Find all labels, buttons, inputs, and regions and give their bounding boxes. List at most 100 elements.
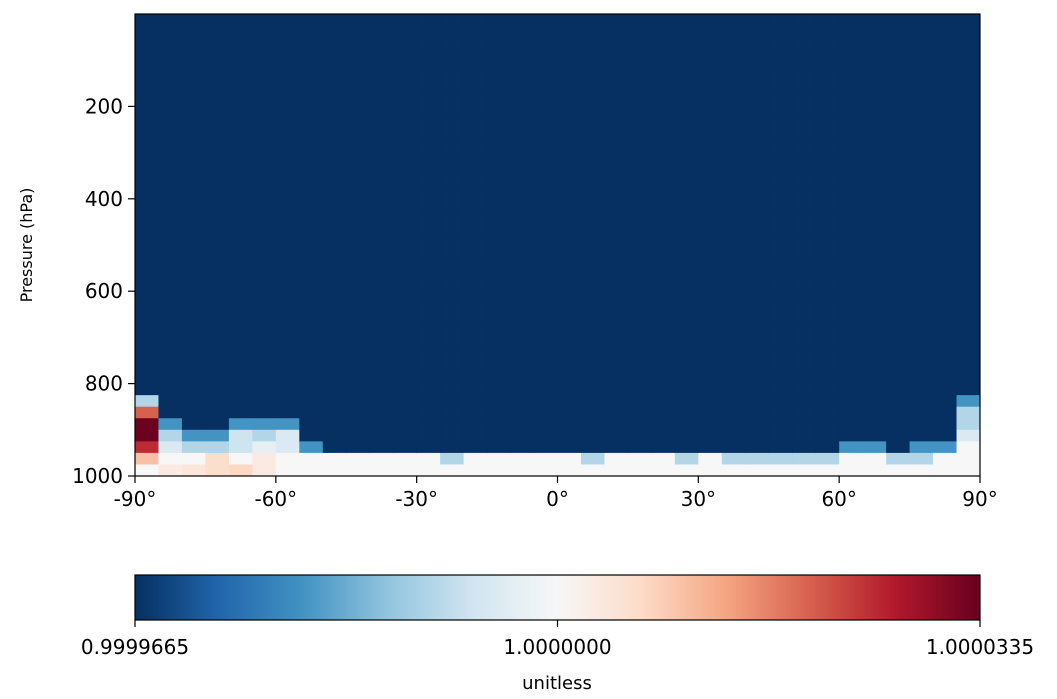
- heatmap-cell: [651, 141, 676, 154]
- heatmap-cell: [135, 452, 160, 466]
- heatmap-cell: [604, 452, 629, 466]
- heatmap-cell: [252, 372, 277, 385]
- heatmap-cell: [158, 210, 183, 223]
- heatmap-cell: [580, 337, 606, 350]
- heatmap-cell: [604, 71, 629, 84]
- heatmap-cell: [346, 152, 371, 165]
- heatmap-cell: [698, 360, 723, 373]
- heatmap-cell: [839, 83, 864, 96]
- heatmap-cell: [580, 406, 606, 419]
- heatmap-cell: [792, 233, 817, 246]
- heatmap-cell: [909, 14, 934, 27]
- colorbar-label: unitless: [522, 673, 592, 694]
- heatmap-cell: [369, 429, 394, 442]
- heatmap-cell: [416, 441, 441, 454]
- heatmap-cell: [534, 314, 559, 327]
- heatmap-cell: [393, 129, 418, 142]
- heatmap-cell: [604, 464, 629, 476]
- heatmap-cell: [205, 221, 230, 235]
- heatmap-cell: [369, 256, 394, 269]
- heatmap-cell: [346, 383, 371, 396]
- heatmap-cell: [768, 256, 793, 269]
- heatmap-cell: [228, 256, 253, 269]
- heatmap-cell: [510, 245, 535, 258]
- heatmap-cell: [956, 106, 980, 119]
- heatmap-cell: [839, 406, 864, 419]
- heatmap-cell: [721, 210, 746, 223]
- heatmap-cell: [674, 117, 699, 131]
- heatmap-cell: [674, 198, 699, 211]
- heatmap-cell: [580, 210, 606, 223]
- heatmap-cell: [862, 291, 887, 304]
- heatmap-cell: [252, 383, 277, 396]
- heatmap-cell: [393, 141, 418, 154]
- heatmap-cell: [440, 406, 465, 419]
- heatmap-cell: [393, 25, 418, 38]
- heatmap-cell: [604, 418, 629, 431]
- heatmap-cell: [463, 279, 488, 292]
- heatmap-cell: [862, 233, 887, 246]
- heatmap-cell: [862, 14, 887, 27]
- heatmap-cell: [275, 256, 300, 269]
- heatmap-cell: [580, 94, 606, 107]
- heatmap-cell: [205, 291, 230, 304]
- heatmap-cell: [745, 418, 770, 431]
- heatmap-cell: [534, 210, 559, 223]
- heatmap-cell: [510, 48, 535, 61]
- heatmap-cell: [346, 83, 371, 96]
- heatmap-cell: [510, 256, 535, 269]
- heatmap-cell: [557, 302, 582, 315]
- heatmap-cell: [674, 406, 699, 419]
- heatmap-cell: [369, 268, 394, 281]
- heatmap-cell: [228, 71, 253, 84]
- heatmap-cell: [698, 48, 723, 61]
- heatmap-cell: [299, 60, 324, 73]
- heatmap-cell: [792, 152, 817, 165]
- heatmap-cell: [557, 187, 582, 200]
- heatmap-cell: [768, 175, 793, 188]
- heatmap-cell: [604, 210, 629, 223]
- heatmap-cell: [181, 441, 207, 454]
- heatmap-cell: [698, 302, 723, 315]
- heatmap-cell: [487, 152, 512, 165]
- heatmap-cell: [768, 233, 793, 246]
- heatmap-cell: [651, 348, 676, 362]
- heatmap-cell: [580, 418, 606, 431]
- heatmap-cell: [299, 175, 324, 188]
- heatmap-cell: [651, 117, 676, 131]
- heatmap-cell: [557, 418, 582, 431]
- heatmap-cell: [487, 302, 512, 315]
- heatmap-cell: [487, 360, 512, 373]
- heatmap-cell: [862, 452, 887, 466]
- heatmap-cell: [135, 141, 160, 154]
- heatmap-cell: [393, 198, 418, 211]
- heatmap-cell: [416, 337, 441, 350]
- heatmap-cell: [580, 464, 606, 476]
- heatmap-cell: [322, 268, 347, 281]
- heatmap-cell: [580, 48, 606, 61]
- heatmap-cell: [299, 106, 324, 119]
- heatmap-cell: [205, 337, 230, 350]
- heatmap-cell: [862, 245, 887, 258]
- heatmap-cell: [698, 418, 723, 431]
- heatmap-cell: [346, 198, 371, 211]
- heatmap-cell: [721, 406, 746, 419]
- heatmap-cell: [862, 418, 887, 431]
- heatmap-cell: [721, 291, 746, 304]
- heatmap-cell: [252, 187, 277, 200]
- heatmap-cell: [440, 337, 465, 350]
- heatmap-cell: [463, 221, 488, 235]
- heatmap-cell: [933, 452, 958, 466]
- heatmap-cell: [627, 210, 652, 223]
- heatmap-cell: [534, 441, 559, 454]
- heatmap-cell: [698, 314, 723, 327]
- heatmap-cell: [393, 117, 418, 131]
- heatmap-cell: [299, 117, 324, 131]
- heatmap-cell: [228, 210, 253, 223]
- heatmap-cell: [346, 60, 371, 73]
- heatmap-cell: [510, 221, 535, 235]
- heatmap-cell: [886, 441, 911, 454]
- heatmap-cell: [580, 129, 606, 142]
- heatmap-cell: [580, 383, 606, 396]
- heatmap-cell: [135, 187, 160, 200]
